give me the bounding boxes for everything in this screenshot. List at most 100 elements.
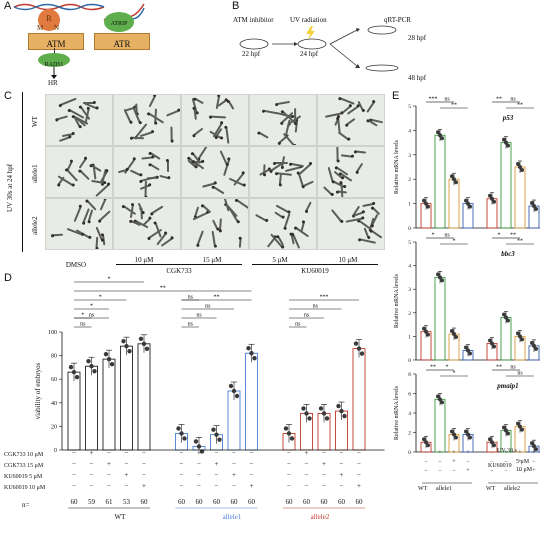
embryo-eye	[217, 228, 222, 233]
embryo-eye	[262, 173, 266, 177]
step-qrt-pcr: qRT-PCR	[384, 16, 411, 24]
treatment-sign: −	[287, 460, 291, 468]
embryo-eye	[350, 154, 355, 158]
data-point	[214, 432, 219, 437]
embryo-eye	[87, 236, 92, 241]
embryo-eye	[301, 184, 306, 189]
treatment-sign: −	[424, 468, 428, 474]
embryo-mark	[275, 204, 291, 214]
data-point	[454, 435, 458, 440]
data-point	[424, 440, 428, 445]
embryo-eye	[130, 136, 134, 140]
treatment-sign: −	[72, 460, 76, 468]
embryo-mark	[365, 99, 376, 114]
treatment-sign: −	[197, 460, 201, 468]
embryo-eye	[242, 183, 247, 188]
data-point	[127, 348, 132, 354]
embryo-eye	[201, 160, 205, 164]
data-point	[454, 180, 458, 185]
embryo-eye	[234, 199, 239, 203]
sig-label: **	[517, 239, 523, 245]
data-point	[530, 441, 534, 446]
treatment-sign: −	[504, 468, 508, 474]
embryo-mark	[158, 174, 171, 180]
embryo-eye	[278, 183, 282, 187]
y-tick-label: 3	[408, 153, 411, 159]
treatment-sign: +	[107, 460, 111, 468]
data-point	[520, 337, 524, 342]
row-cgk-10: CGK733 10 μM	[4, 452, 44, 458]
data-point	[516, 331, 520, 336]
y-tick-label: 5	[408, 240, 411, 246]
dose-cgk-15: 15 μM	[202, 256, 222, 264]
treatment-sign: −	[107, 471, 111, 479]
embryo-photo	[113, 94, 181, 146]
data-point	[89, 364, 94, 369]
embryo-eye	[170, 236, 175, 241]
n-value: 60	[196, 498, 204, 506]
data-point	[492, 199, 496, 204]
embryo-photo	[45, 94, 113, 146]
embryo-photo	[181, 94, 249, 146]
embryo-eye	[241, 170, 246, 176]
treatment-sign: −	[90, 482, 94, 490]
row-label-allele2: allele2	[31, 216, 39, 236]
data-point	[422, 437, 426, 442]
n-value: 53	[123, 498, 131, 506]
row-cgk-15: CGK733 15 μM	[4, 463, 44, 469]
data-point	[438, 133, 442, 138]
step-atm-inhibitor: ATM inhibitor	[233, 16, 274, 24]
bar	[85, 365, 98, 451]
embryo-eye	[148, 215, 153, 221]
mrn-r-label: R	[46, 14, 52, 23]
embryo-eye	[153, 121, 157, 125]
data-point	[532, 204, 536, 209]
data-point	[452, 432, 456, 437]
embryo-eye	[280, 165, 284, 170]
data-point	[490, 341, 494, 346]
data-point	[426, 443, 430, 448]
embryo-mark	[123, 109, 133, 125]
embryo-eye	[121, 204, 126, 209]
e-genotype-wt1: WT	[418, 486, 428, 492]
bar	[500, 142, 512, 229]
embryo-eye	[280, 215, 285, 220]
treatment-sign: +	[250, 482, 254, 490]
n-value: 60	[356, 498, 364, 506]
embryo-eye	[208, 114, 212, 118]
embryo-eye	[329, 192, 335, 197]
treatment-sign: +	[215, 460, 219, 468]
sig-label: ns	[188, 322, 194, 328]
embryo-eye	[152, 95, 157, 98]
embryo-eye	[339, 219, 344, 224]
sig-label: **	[496, 97, 502, 103]
atrip-label: ATRIP	[110, 21, 128, 27]
data-point	[520, 168, 524, 172]
embryo-mark	[58, 135, 72, 143]
embryo-eye	[138, 178, 143, 183]
data-point	[283, 426, 289, 431]
treatment-sign: −	[340, 449, 344, 457]
embryo-mark	[196, 147, 210, 162]
embryo-mark	[193, 97, 205, 105]
data-point	[452, 332, 456, 337]
row-label-allele1: allele1	[31, 164, 39, 184]
data-point	[520, 427, 524, 432]
bar	[514, 166, 526, 229]
mrn-complex	[38, 9, 60, 31]
data-point	[228, 383, 234, 389]
uv-label: UV 30 s	[497, 448, 517, 454]
treatment-sign: −	[357, 449, 361, 457]
y-tick-label: 8	[408, 372, 411, 378]
data-point	[440, 136, 444, 141]
embryo-timeline	[239, 25, 399, 72]
treatment-sign: +	[142, 482, 146, 490]
data-point	[504, 428, 508, 433]
embryo-eye	[77, 168, 83, 173]
embryo-eye	[92, 101, 96, 105]
embryo-eye	[339, 180, 344, 185]
sig-label: *	[432, 233, 435, 239]
sig-label: ns	[304, 313, 310, 319]
n-value: 60	[248, 498, 256, 506]
